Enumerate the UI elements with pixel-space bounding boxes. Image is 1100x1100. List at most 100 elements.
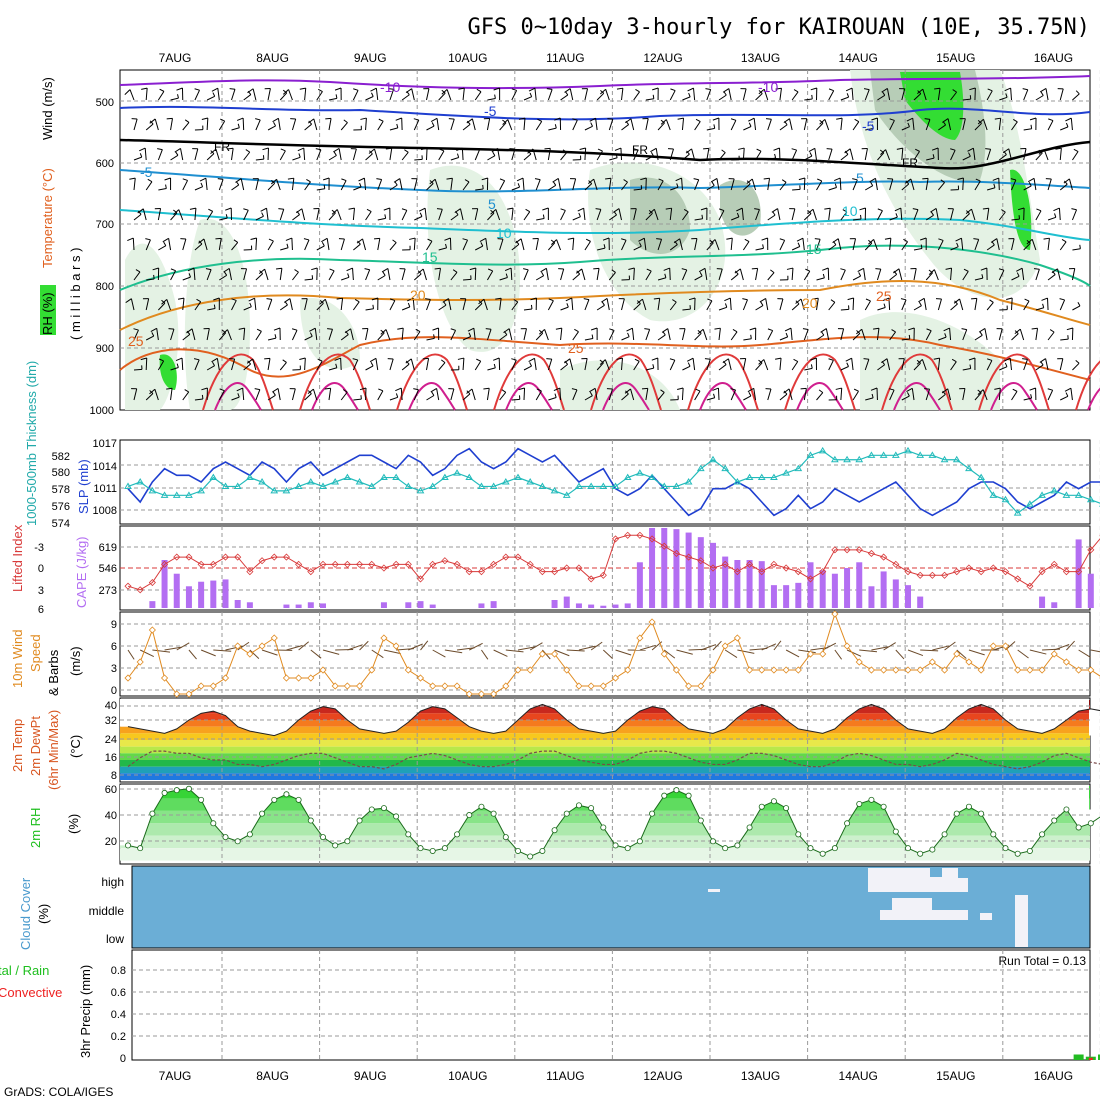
wind-barb-flag — [270, 178, 277, 185]
wind-barb — [291, 329, 298, 341]
wind-barb-flag — [124, 89, 131, 95]
wind-barb-flag — [840, 268, 846, 271]
wind-barb-flag — [686, 357, 694, 362]
wind-barb-flag — [504, 267, 512, 272]
wind-barb-flag — [704, 358, 711, 360]
wind-barb — [968, 649, 985, 656]
wind-barb-flag — [376, 178, 382, 180]
wind-barb-flag — [481, 177, 488, 181]
wind-barb-flag — [917, 88, 924, 95]
wind-barb — [400, 388, 403, 401]
wind-barb-flag — [638, 242, 642, 247]
wind-barb-flag — [432, 327, 439, 331]
wind-barb — [633, 188, 642, 191]
wind-barb-flag — [938, 238, 944, 241]
wind-barb — [1066, 640, 1075, 651]
rh-legend-swatch — [40, 285, 56, 335]
wind-barb-flag — [452, 269, 458, 273]
wind-barb — [462, 123, 471, 131]
wind-barb — [231, 396, 240, 401]
wind-barb — [304, 88, 307, 101]
wind-barb — [328, 367, 337, 371]
wind-speed-point — [136, 658, 144, 666]
wind-barb-flag — [393, 178, 401, 183]
slp-tick: 1008 — [93, 505, 117, 517]
wind-barb-flag — [417, 268, 424, 274]
wind-speed-point — [307, 674, 315, 682]
wind-barb — [572, 389, 578, 401]
wind-barb-flag — [354, 298, 360, 303]
sounding-yaxis: 500 600 700 800 900 1000 — [90, 97, 114, 417]
wind-barb — [242, 388, 245, 401]
contour-label: -10 — [380, 79, 400, 95]
rh-point — [271, 796, 278, 803]
li-point — [136, 586, 144, 594]
wind-barb — [950, 268, 953, 281]
wind-barb-flag — [317, 358, 323, 362]
wind-speed-point — [916, 666, 924, 674]
wind-barb-flag — [211, 357, 218, 363]
thickness-point — [989, 491, 998, 498]
wind-speed-point — [416, 674, 425, 682]
wind-barb-flag — [865, 298, 871, 302]
wind-barb-flag — [353, 88, 359, 91]
wind-barb-flag — [165, 184, 167, 189]
thickness-point — [319, 482, 327, 489]
wind-barb — [761, 643, 777, 651]
cloud-level-high: high — [101, 875, 124, 889]
wind-barb-flag — [986, 358, 993, 361]
wind-barb-flag — [1014, 328, 1021, 335]
wind-barb — [998, 211, 1006, 221]
wind-barb — [535, 238, 539, 251]
wind-barb — [938, 393, 946, 401]
wind-barb-flag — [775, 357, 782, 360]
wind-barb — [816, 277, 825, 281]
wind-barb — [133, 178, 136, 191]
rh-point — [868, 796, 875, 803]
wind-barb — [1035, 364, 1044, 371]
wind-barb-flag — [249, 302, 252, 307]
cape-bar — [1039, 596, 1046, 608]
cloud-gap — [958, 868, 968, 878]
wind-barb — [535, 275, 544, 281]
contour-label: 5 — [856, 170, 864, 186]
rh-point — [125, 842, 132, 849]
wind-barb-flag — [1039, 87, 1047, 93]
wind-barb — [615, 649, 632, 656]
wind-barb-flag — [495, 297, 502, 300]
wind-barb — [559, 388, 562, 401]
wind-barb — [921, 359, 927, 371]
wind-barb — [681, 388, 684, 401]
wind-barb — [316, 149, 322, 161]
wind-barb-flag — [797, 242, 801, 247]
wind-barb — [791, 303, 800, 311]
wind-barb — [450, 271, 458, 281]
wind-barb — [462, 298, 467, 311]
wind-barb-flag — [499, 178, 505, 182]
date-tick-label: 16AUG — [1034, 1069, 1073, 1083]
li-point — [904, 568, 912, 576]
wind-barb — [434, 179, 440, 191]
temp-ylabel-1: 2m Temp — [10, 719, 25, 772]
wind-barb-flag — [579, 147, 586, 151]
rh-point — [246, 831, 253, 838]
wind-barb-flag — [765, 118, 772, 120]
wind-barb-flag — [634, 358, 640, 362]
wind-barb-flag — [971, 297, 977, 300]
wind-barb — [581, 268, 586, 281]
wind-barb — [1011, 218, 1020, 221]
wind-barb — [742, 358, 747, 371]
wind-barb — [535, 179, 541, 191]
wind-barb-flag — [297, 147, 304, 152]
rh-point — [636, 838, 643, 845]
wind-speed-point — [282, 674, 291, 682]
rh-point — [807, 845, 814, 852]
wind-barb-flag — [382, 271, 386, 276]
wind-barb-flag — [358, 177, 365, 182]
wind-barb-flag — [307, 118, 315, 124]
wind-barb — [365, 269, 371, 281]
wind-barb — [1008, 148, 1012, 161]
wind-barb-flag — [166, 117, 173, 120]
wind-barb-flag — [881, 358, 888, 364]
wind-barb-flag — [828, 358, 834, 361]
